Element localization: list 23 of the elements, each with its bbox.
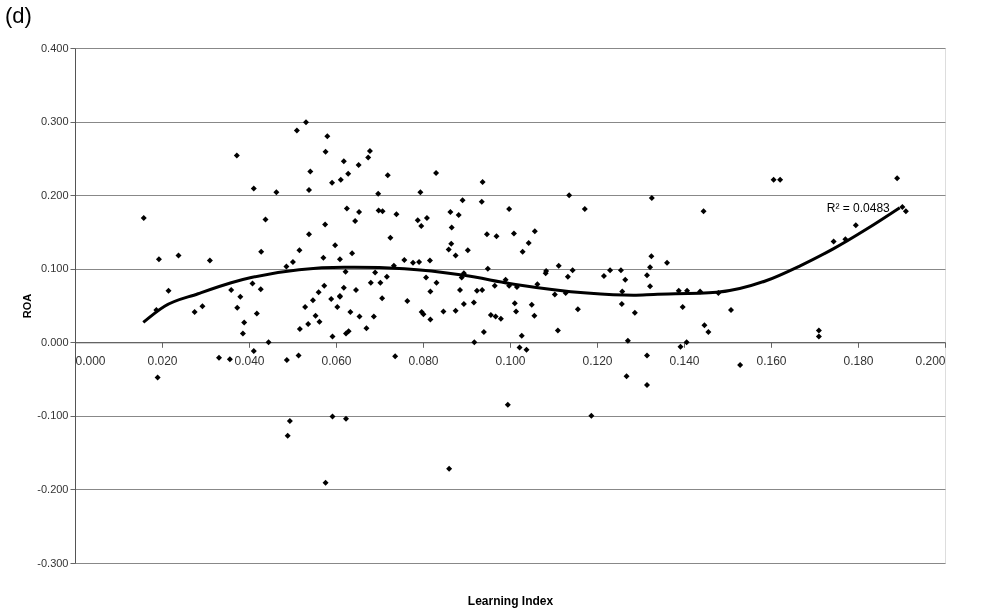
y-tick-label: 0.000 bbox=[40, 335, 69, 348]
x-tick-label: 0.120 bbox=[582, 353, 613, 368]
x-tick-label: 0.060 bbox=[321, 353, 352, 368]
x-tick-label: 0.100 bbox=[495, 353, 526, 368]
x-tick-label: 0.020 bbox=[147, 353, 178, 368]
y-tick-label: 0.200 bbox=[40, 188, 69, 201]
x-tick-label: 0.180 bbox=[843, 353, 874, 368]
y-tick-label: -0.200 bbox=[37, 482, 69, 495]
x-tick-label: 0.160 bbox=[756, 353, 787, 368]
x-tick-label: 0.140 bbox=[669, 353, 700, 368]
y-axis-title: ROA bbox=[21, 293, 34, 319]
y-tick-label: 0.400 bbox=[40, 41, 69, 54]
y-tick-label: 0.100 bbox=[40, 262, 69, 275]
annotation: R² = 0.0483 bbox=[826, 200, 891, 215]
x-tick-label: 0.200 bbox=[915, 353, 946, 368]
x-tick-label: 0.040 bbox=[234, 353, 265, 368]
x-tick-label: 0.000 bbox=[75, 353, 106, 368]
y-tick-label: 0.300 bbox=[40, 115, 69, 128]
x-tick-label: 0.080 bbox=[408, 353, 439, 368]
y-tick-label: -0.100 bbox=[37, 409, 69, 422]
y-tick-label: -0.300 bbox=[37, 556, 69, 569]
x-axis-title: Learning Index bbox=[467, 593, 554, 608]
chart-title: (d) bbox=[5, 3, 32, 28]
